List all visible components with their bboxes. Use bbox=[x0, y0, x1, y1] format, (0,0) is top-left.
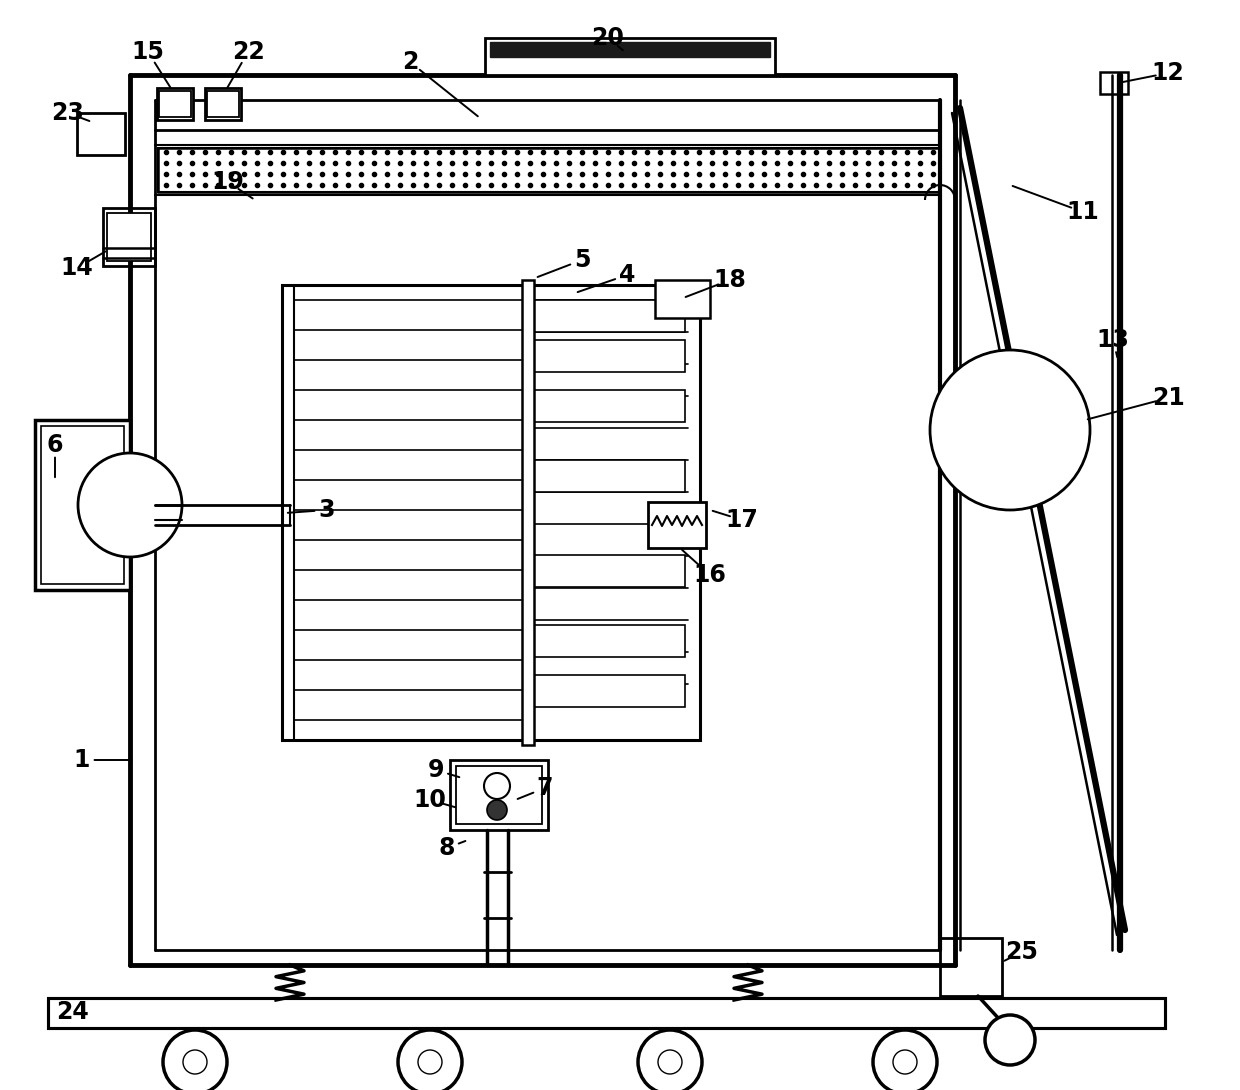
Text: 3: 3 bbox=[319, 498, 335, 522]
Bar bbox=[529, 625, 684, 657]
Text: 12: 12 bbox=[1152, 61, 1184, 85]
Circle shape bbox=[658, 1050, 682, 1074]
Text: 6: 6 bbox=[47, 433, 63, 457]
Bar bbox=[450, 760, 548, 829]
Bar bbox=[529, 555, 684, 588]
Text: 4: 4 bbox=[619, 263, 635, 287]
Bar bbox=[649, 502, 706, 548]
Bar bbox=[490, 43, 770, 57]
Circle shape bbox=[398, 1030, 463, 1090]
Bar bbox=[48, 998, 1166, 1028]
Bar bbox=[35, 420, 130, 590]
Bar bbox=[107, 213, 151, 261]
Bar bbox=[157, 88, 193, 120]
Bar bbox=[940, 938, 1002, 996]
Bar bbox=[485, 38, 775, 75]
Text: 5: 5 bbox=[574, 249, 590, 272]
Text: 7: 7 bbox=[537, 776, 553, 800]
Bar bbox=[456, 766, 542, 824]
Text: 14: 14 bbox=[61, 256, 93, 280]
Bar bbox=[529, 675, 684, 707]
Bar bbox=[103, 208, 155, 266]
Circle shape bbox=[930, 350, 1090, 510]
Text: 10: 10 bbox=[414, 788, 446, 812]
Circle shape bbox=[484, 773, 510, 799]
Bar bbox=[157, 148, 940, 192]
Bar bbox=[41, 426, 124, 584]
Bar bbox=[207, 90, 239, 117]
Text: 22: 22 bbox=[232, 40, 264, 64]
Text: 25: 25 bbox=[1006, 940, 1038, 964]
Circle shape bbox=[639, 1030, 702, 1090]
Text: 18: 18 bbox=[713, 268, 746, 292]
Bar bbox=[1100, 72, 1128, 94]
Circle shape bbox=[418, 1050, 441, 1074]
Text: 15: 15 bbox=[131, 40, 165, 64]
Circle shape bbox=[985, 1015, 1035, 1065]
Text: 19: 19 bbox=[212, 170, 244, 194]
Bar bbox=[529, 390, 684, 422]
Circle shape bbox=[162, 1030, 227, 1090]
Bar bbox=[529, 340, 684, 372]
Bar bbox=[522, 280, 534, 744]
Bar bbox=[157, 148, 940, 192]
Bar bbox=[281, 284, 701, 740]
Circle shape bbox=[184, 1050, 207, 1074]
Text: 21: 21 bbox=[1152, 386, 1184, 410]
Text: 17: 17 bbox=[725, 508, 759, 532]
Text: 2: 2 bbox=[402, 50, 418, 74]
Circle shape bbox=[873, 1030, 937, 1090]
Bar bbox=[529, 300, 684, 332]
Text: 8: 8 bbox=[439, 836, 455, 860]
Text: 9: 9 bbox=[428, 758, 444, 782]
Bar bbox=[655, 280, 711, 318]
Circle shape bbox=[893, 1050, 918, 1074]
Text: 20: 20 bbox=[591, 26, 625, 50]
Text: 23: 23 bbox=[52, 101, 84, 125]
Bar bbox=[48, 998, 1166, 1028]
Text: 24: 24 bbox=[56, 1000, 88, 1024]
Text: 1: 1 bbox=[74, 748, 91, 772]
Bar bbox=[529, 460, 684, 492]
Bar bbox=[159, 90, 191, 117]
Text: 13: 13 bbox=[1096, 328, 1130, 352]
Bar bbox=[77, 113, 125, 155]
Circle shape bbox=[78, 453, 182, 557]
Text: 11: 11 bbox=[1066, 199, 1100, 225]
Bar bbox=[205, 88, 241, 120]
Text: 16: 16 bbox=[693, 564, 727, 588]
Circle shape bbox=[487, 800, 507, 820]
